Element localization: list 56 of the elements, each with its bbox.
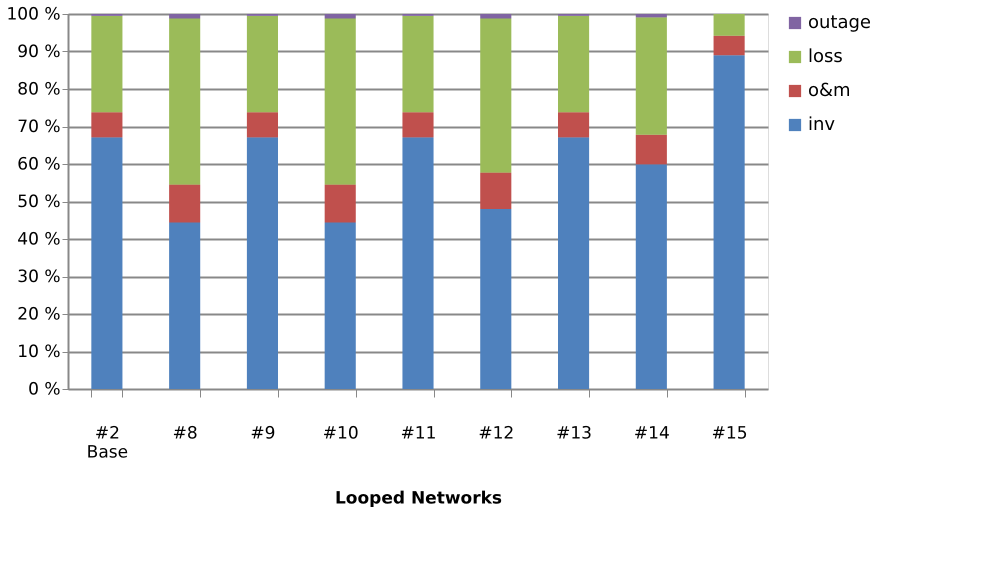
y-tick-label: 20 % [17, 304, 60, 324]
bar [91, 16, 122, 112]
bar [558, 137, 590, 389]
legend-label: loss [808, 46, 843, 67]
bar [714, 55, 745, 389]
x-tick-label: #9 [250, 424, 276, 444]
x-tick-label: #12 [478, 424, 514, 444]
bar [324, 222, 356, 389]
bar [169, 14, 200, 18]
bar [480, 18, 512, 173]
bar [558, 112, 590, 138]
bar [169, 18, 200, 185]
bar [480, 14, 512, 18]
bar [246, 16, 278, 112]
y-tick-label: 70 % [17, 117, 60, 137]
x-tick-label: #11 [400, 424, 436, 444]
x-tick-label: #13 [556, 424, 592, 444]
y-tick-label: 100 % [6, 4, 60, 24]
y-tick-label: 90 % [17, 42, 60, 62]
x-tick-label: #14 [634, 424, 670, 444]
y-tick-label: 60 % [17, 154, 60, 174]
y-tick-label: 80 % [17, 80, 60, 100]
y-tick-label: 40 % [17, 230, 60, 250]
bar [636, 14, 667, 18]
bar [169, 184, 200, 222]
legend-label: outage [808, 12, 872, 33]
bar [91, 112, 122, 138]
bar [480, 209, 512, 389]
bar [402, 112, 434, 138]
y-tick-label: 30 % [17, 267, 60, 287]
x-tick-label: #2 Base [86, 424, 128, 462]
bar [169, 222, 200, 389]
bar [480, 172, 512, 209]
bar [246, 137, 278, 389]
bar [324, 18, 356, 185]
bar [402, 16, 434, 112]
y-tick-label: 0 % [28, 380, 60, 400]
bar [714, 14, 745, 36]
bar [246, 112, 278, 138]
legend-label: o&m [808, 80, 851, 101]
y-tick-label: 10 % [17, 342, 60, 362]
x-axis-title: Looped Networks [334, 488, 502, 508]
bar [324, 14, 356, 18]
legend-label: inv [808, 114, 836, 135]
bar [402, 137, 434, 389]
x-tick-label: #15 [712, 424, 748, 444]
bar [324, 184, 356, 222]
x-tick-label: #8 [172, 424, 198, 444]
bar [636, 164, 667, 389]
x-tick-label: #10 [322, 424, 359, 444]
bar [91, 137, 122, 389]
bar [558, 16, 590, 112]
bar [636, 134, 667, 164]
bar [636, 17, 667, 135]
bar [714, 36, 745, 56]
y-tick-label: 50 % [17, 192, 60, 212]
